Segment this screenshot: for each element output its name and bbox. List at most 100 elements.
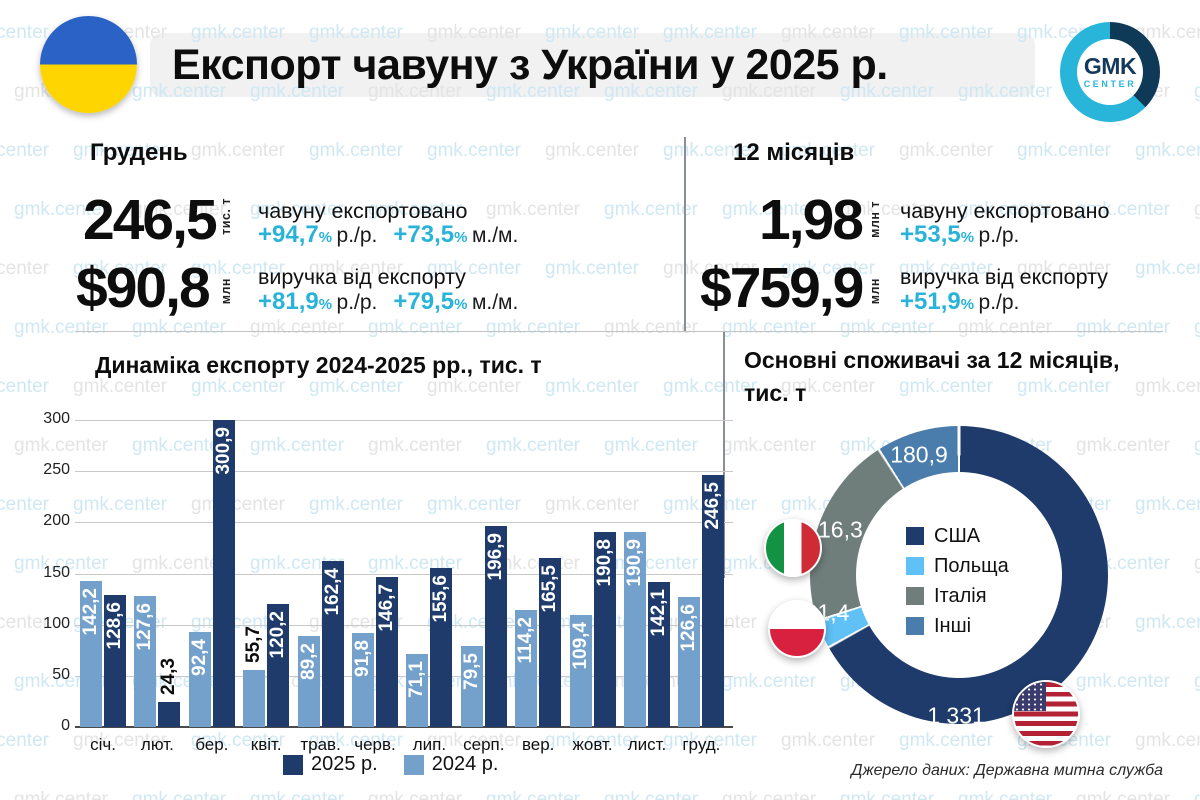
donut-legend-item-США: США — [906, 521, 1009, 551]
gridline-250 — [75, 471, 733, 473]
legend-label: 2024 р. — [431, 753, 499, 775]
gridline-50 — [75, 675, 733, 677]
y-axis-tick: 300 — [43, 410, 70, 427]
legend-swatch — [906, 527, 924, 545]
title-band — [150, 33, 1035, 97]
legend-item-2025 р.: 2025 р. — [283, 753, 378, 776]
legend-label: США — [934, 524, 981, 547]
bar-value-label: 190,9 — [624, 538, 645, 587]
x-axis-label-черв.: черв. — [354, 735, 396, 754]
december-volume-value: 246,5 — [83, 188, 218, 252]
bar-value-label: 128,6 — [104, 602, 125, 650]
gmk-logo-subtext: CENTER — [1083, 79, 1137, 89]
legend-label: 2025 р. — [311, 753, 378, 775]
y-axis-tick: 0 — [61, 717, 70, 734]
bar-2025-бер.: 300,9 — [212, 420, 235, 727]
gmk-center-logo: GMK CENTER — [1060, 22, 1160, 122]
bar-value-label: 114,2 — [515, 617, 537, 664]
december-revenue-changes: +81,9% р./р. +79,5% м./м. — [258, 288, 518, 316]
bar-value-label: 146,7 — [376, 583, 397, 632]
x-axis-label-лип.: лип. — [412, 735, 447, 754]
legend-label: Польща — [934, 554, 1009, 577]
data-source-note: Джерело даних: Державна митна служба — [851, 762, 1163, 779]
legend-label: Італія — [934, 584, 987, 607]
donut-value-other: 180,9 — [890, 441, 948, 468]
bar-2024-серп.: 79,5 — [460, 645, 483, 727]
bar-2025-вер.: 165,5 — [539, 557, 562, 727]
donut-value-usa: 1 331 — [927, 702, 985, 729]
bar-value-label: 165,5 — [539, 564, 561, 613]
bar-value-label: 196,9 — [484, 532, 506, 581]
bar-2024-лют.: 127,6 — [134, 596, 157, 727]
gridline-200 — [75, 522, 733, 524]
donut-legend-item-Італія: Італія — [906, 581, 1009, 611]
bar-2024-бер.: 92,4 — [188, 632, 211, 727]
x-axis-label-трав.: трав. — [300, 735, 341, 754]
bar-value-label: 126,6 — [678, 604, 700, 652]
bar-chart-title: Динаміка експорту 2024-2025 рр., тис. т — [95, 352, 542, 378]
legend-swatch — [403, 754, 424, 775]
bar-2024-груд.: 126,6 — [678, 597, 701, 727]
x-axis-label-жовт.: жовт. — [572, 735, 613, 754]
legend-swatch — [906, 557, 924, 575]
bar-2025-квіт.: 120,2 — [267, 603, 290, 727]
x-axis-label-квіт.: квіт. — [250, 735, 282, 754]
donut-hole — [856, 472, 1062, 678]
horizontal-divider — [75, 331, 1163, 332]
bar-value-label: 79,5 — [460, 652, 482, 690]
x-axis-label-лист.: лист. — [627, 735, 667, 754]
stats-vertical-divider — [684, 137, 686, 331]
bar-value-label: 162,4 — [321, 567, 343, 616]
bar-value-label: 142,2 — [80, 588, 101, 637]
bar-2024-лип.: 71,1 — [406, 654, 429, 727]
bar-value-label: 55,7 — [243, 626, 265, 663]
bar-value-label: 190,8 — [593, 538, 615, 587]
bar-2024-жовт.: 109,4 — [569, 615, 592, 727]
bar-value-label: 127,6 — [134, 603, 156, 651]
change-mom: +73,5% м./м. — [393, 221, 519, 248]
page-title: Експорт чавуну з України у 2025 р. — [172, 41, 888, 89]
bar-2025-серп.: 196,9 — [484, 525, 507, 727]
gridline-300 — [75, 420, 733, 421]
bar-2025-січ.: 128,6 — [104, 595, 126, 727]
y-axis-tick: 150 — [43, 563, 70, 581]
bar-value-label: 92,4 — [188, 639, 210, 677]
bar-chart-legend: 2025 р. 2024 р. — [283, 753, 498, 776]
x-axis-label-бер.: бер. — [195, 735, 229, 754]
x-axis-label-вер.: вер. — [521, 735, 555, 754]
y-axis-tick: 200 — [43, 512, 70, 530]
donut-chart-title: Основні споживачі за 12 місяців, тис. т — [744, 347, 1120, 407]
donut-legend: США Польща Італія Інші — [906, 521, 1009, 641]
bar-2025-лип.: 155,6 — [430, 567, 453, 727]
y-axis-tick: 250 — [43, 461, 70, 479]
y-axis-tick: 100 — [43, 614, 70, 632]
gridline-100 — [75, 624, 733, 626]
bar-2024-черв.: 91,8 — [352, 633, 374, 727]
x-axis-label-серп.: серп. — [463, 735, 505, 754]
bar-value-label: 246,5 — [702, 481, 724, 530]
change-yoy: +94,7% р./р. — [258, 221, 378, 248]
bar-value-label: 89,2 — [297, 642, 319, 680]
bar-2025-лют.: 24,3 — [158, 658, 181, 727]
year-revenue-changes: +51,9% р./р. — [900, 288, 1019, 316]
bar-2025-черв.: 146,7 — [376, 576, 398, 727]
year-section-title: 12 місяців — [733, 139, 855, 166]
change-yoy: +51,9% р./р. — [900, 288, 1020, 315]
usa-flag-icon — [1012, 680, 1080, 748]
december-volume-label: чавуну експортовано — [258, 199, 468, 223]
ukraine-flag-icon — [40, 16, 137, 113]
bar-2024-лист.: 190,9 — [624, 531, 646, 727]
italy-flag-icon — [764, 519, 822, 577]
bar-value-label: 71,1 — [406, 661, 428, 699]
december-revenue-label: виручка від експорту — [258, 265, 466, 289]
bar-value-label: 120,2 — [267, 610, 289, 659]
bar-value-label: 91,8 — [352, 640, 373, 678]
december-section-title: Грудень — [90, 139, 188, 166]
change-mom: +79,5% м./м. — [393, 288, 519, 315]
december-volume-changes: +94,7% р./р. +73,5% м./м. — [258, 221, 518, 249]
legend-item-2024 р.: 2024 р. — [403, 753, 499, 776]
bar-2024-трав.: 89,2 — [297, 635, 320, 727]
